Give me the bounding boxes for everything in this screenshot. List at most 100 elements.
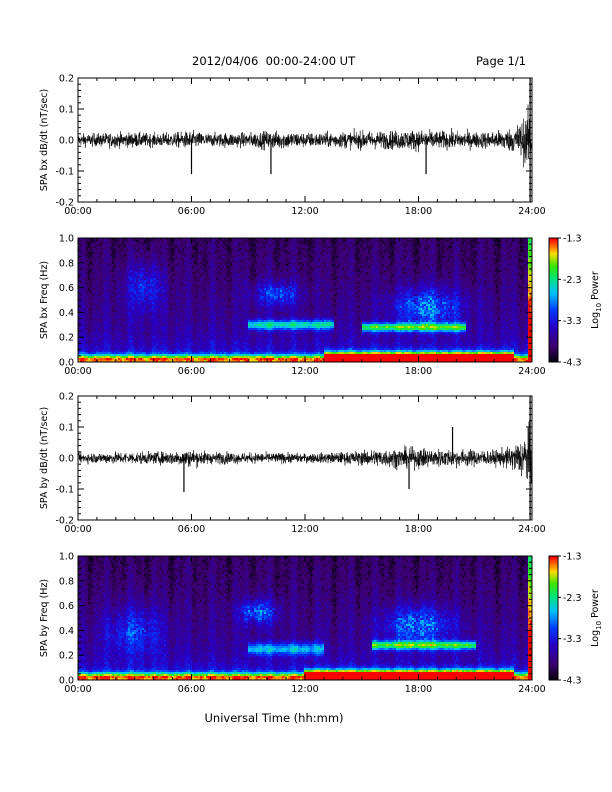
spectrogram-cell xyxy=(130,330,133,333)
spectrogram-cell xyxy=(134,248,137,251)
spectrogram-cell xyxy=(116,322,119,325)
spectrogram-cell xyxy=(180,358,183,361)
spectrogram-cell xyxy=(82,350,85,353)
spectrogram-cell xyxy=(82,304,85,307)
spectrogram-cell xyxy=(126,304,129,307)
spectrogram-cell xyxy=(138,276,141,279)
spectrogram-cell xyxy=(170,360,173,363)
spectrogram-cell xyxy=(106,254,109,257)
spectrogram-cell xyxy=(102,248,105,251)
spectrogram-cell xyxy=(150,314,153,317)
spectrogram-cell xyxy=(178,342,181,345)
spectrogram-cell xyxy=(124,238,127,241)
spectrogram-cell xyxy=(84,320,87,323)
spectrogram-cell xyxy=(96,286,99,289)
spectrogram-cell xyxy=(128,360,131,363)
spectrogram-cell xyxy=(144,276,147,279)
spectrogram-cell xyxy=(112,352,115,355)
spectrogram-cell xyxy=(118,290,121,293)
spectrogram-cell xyxy=(138,314,141,317)
spectrogram-cell xyxy=(80,326,83,329)
spectrogram-cell xyxy=(106,238,109,241)
spectrogram-cell xyxy=(184,340,187,343)
spectrogram-cell xyxy=(112,254,115,257)
spectrogram-cell xyxy=(162,286,165,289)
spectrogram-cell xyxy=(126,340,129,343)
spectrogram-cell xyxy=(118,320,121,323)
spectrogram-cell xyxy=(108,282,111,285)
spectrogram-cell xyxy=(162,314,165,317)
spectrogram-cell xyxy=(118,324,121,327)
spectrogram-cell xyxy=(120,252,123,255)
spectrogram-cell xyxy=(174,316,177,319)
spectrogram-cell xyxy=(168,274,171,277)
spectrogram-cell xyxy=(94,356,97,359)
spectrogram-cell xyxy=(168,276,171,279)
spectrogram-cell xyxy=(170,262,173,265)
spectrogram-cell xyxy=(178,264,181,267)
spectrogram-cell xyxy=(132,358,135,361)
spectrogram-cell xyxy=(142,266,145,269)
spectrogram-cell xyxy=(100,240,103,243)
spectrogram-cell xyxy=(108,332,111,335)
spectrogram-cell xyxy=(132,282,135,285)
spectrogram-cell xyxy=(122,304,125,307)
spectrogram-cell xyxy=(136,294,139,297)
spectrogram-cell xyxy=(104,352,107,355)
spectrogram-cell xyxy=(130,346,133,349)
spectrogram-cell xyxy=(96,352,99,355)
spectrogram-cell xyxy=(172,316,175,319)
spectrogram-cell xyxy=(82,268,85,271)
spectrogram-cell xyxy=(92,292,95,295)
spectrogram-cell xyxy=(102,338,105,341)
spectrogram-cell xyxy=(114,252,117,255)
spectrogram-cell xyxy=(186,246,189,249)
spectrogram-cell xyxy=(180,272,183,275)
spectrogram-cell xyxy=(158,350,161,353)
spectrogram-cell xyxy=(114,354,117,357)
spectrogram-cell xyxy=(84,352,87,355)
spectrogram-cell xyxy=(102,306,105,309)
spectrogram-cell xyxy=(88,278,91,281)
spectrogram-cell xyxy=(122,274,125,277)
spectrogram-cell xyxy=(176,270,179,273)
spectrogram-cell xyxy=(130,294,133,297)
spectrogram-cell xyxy=(182,326,185,329)
spectrogram-cell xyxy=(136,288,139,291)
spectrogram-cell xyxy=(184,294,187,297)
spectrogram-cell xyxy=(138,248,141,251)
spectrogram-cell xyxy=(184,296,187,299)
spectrogram-cell xyxy=(90,320,93,323)
spectrogram-cell xyxy=(114,282,117,285)
spectrogram-cell xyxy=(84,262,87,265)
spectrogram-cell xyxy=(116,336,119,339)
spectrogram-cell xyxy=(152,308,155,311)
spectrogram-cell xyxy=(148,346,151,349)
spectrogram-cell xyxy=(90,338,93,341)
spectrogram-cell xyxy=(156,280,159,283)
spectrogram-cell xyxy=(168,262,171,265)
spectrogram-cell xyxy=(90,322,93,325)
spectrogram-cell xyxy=(80,260,83,263)
spectrogram-cell xyxy=(132,306,135,309)
spectrogram-cell xyxy=(118,262,121,265)
spectrogram-cell xyxy=(126,300,129,303)
spectrogram-cell xyxy=(82,322,85,325)
spectrogram-cell xyxy=(170,246,173,249)
spectrogram-cell xyxy=(164,250,167,253)
spectrogram-cell xyxy=(150,322,153,325)
spectrogram-cell xyxy=(114,288,117,291)
spectrogram-cell xyxy=(106,330,109,333)
spectrogram-cell xyxy=(122,268,125,271)
spectrogram-cell xyxy=(176,264,179,267)
spectrogram-cell xyxy=(174,272,177,275)
spectrogram-cell xyxy=(130,322,133,325)
spectrogram-cell xyxy=(116,288,119,291)
spectrogram-cell xyxy=(118,244,121,247)
spectrogram-cell xyxy=(162,338,165,341)
spectrogram-cell xyxy=(88,318,91,321)
spectrogram-cell xyxy=(108,312,111,315)
spectrogram-cell xyxy=(128,336,131,339)
spectrogram-cell xyxy=(118,332,121,335)
